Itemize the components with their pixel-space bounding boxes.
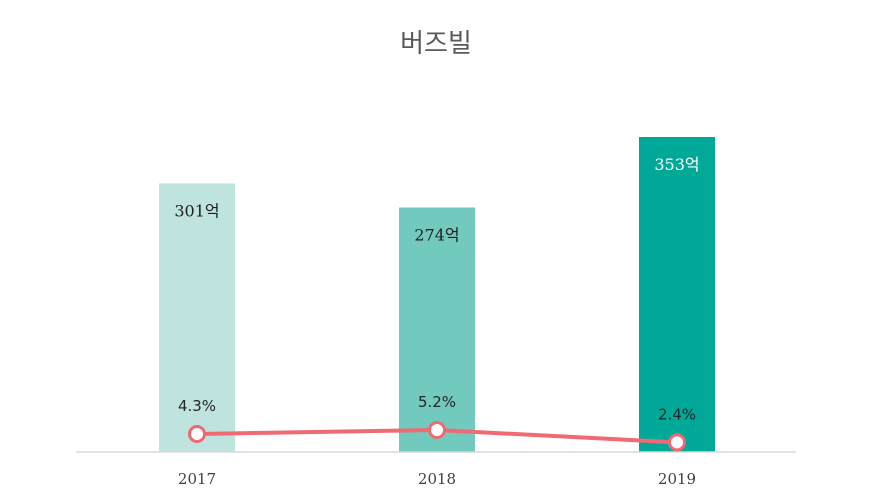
bar-2019 [639,137,715,452]
bar-2018 [399,207,475,452]
line-label-2018: 5.2% [418,393,456,411]
bar-label-2018: 274억 [414,225,459,244]
line-point-2017 [188,424,206,443]
bar-2017 [159,183,235,452]
line-series: 4.3% 5.2% 2.4% [178,393,696,452]
x-tick-2019: 2019 [658,470,696,488]
line-point-2018 [428,421,446,439]
line-point-2019 [668,433,686,452]
x-tick-2018: 2018 [418,470,456,488]
bar-series: 301억 274억 353억 [159,137,715,452]
line-label-2019: 2.4% [658,405,696,423]
line-label-2017: 4.3% [178,397,216,415]
bar-label-2019: 353억 [654,155,699,174]
bar-label-2017: 301억 [174,201,219,220]
x-axis-ticks: 2017 2018 2019 [178,470,696,488]
x-tick-2017: 2017 [178,470,216,488]
chart-title: 버즈빌 [400,29,472,59]
